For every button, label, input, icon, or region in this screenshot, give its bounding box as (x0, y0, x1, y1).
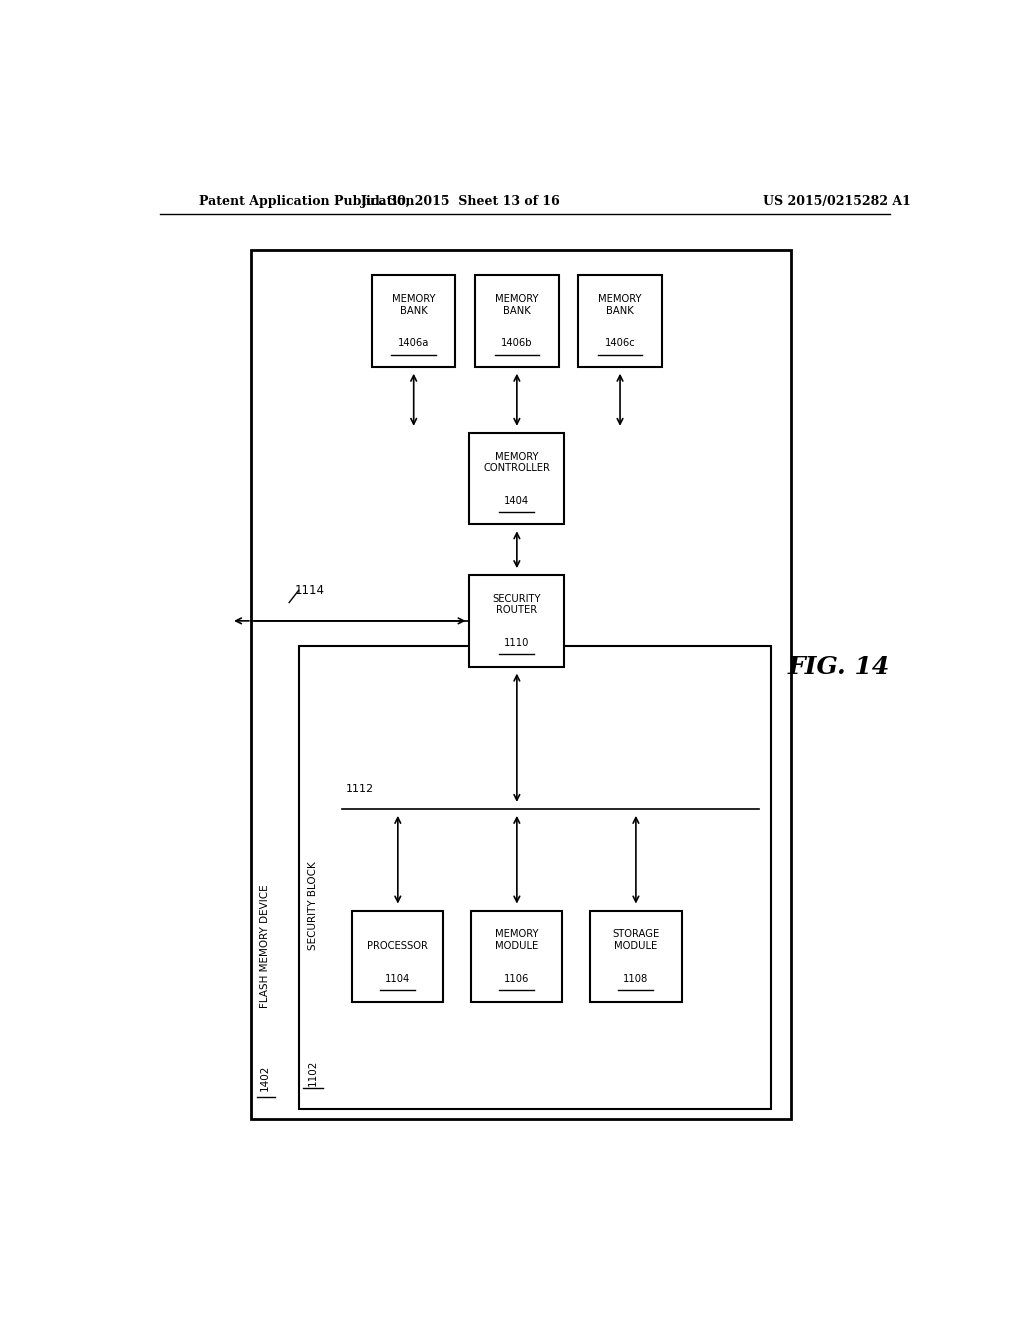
Text: 1406a: 1406a (398, 338, 429, 348)
Text: 1114: 1114 (295, 583, 325, 597)
Text: US 2015/0215282 A1: US 2015/0215282 A1 (763, 194, 910, 207)
Bar (579, 276, 662, 367)
Bar (469, 576, 564, 667)
Text: MEMORY
BANK: MEMORY BANK (496, 294, 539, 315)
Bar (471, 911, 562, 1002)
Text: Jul. 30, 2015  Sheet 13 of 16: Jul. 30, 2015 Sheet 13 of 16 (361, 194, 561, 207)
Bar (469, 433, 564, 524)
Text: 1406c: 1406c (604, 338, 636, 348)
Text: 1112: 1112 (346, 784, 375, 793)
Text: 1108: 1108 (624, 974, 648, 983)
Bar (251, 249, 791, 1119)
Bar (372, 276, 456, 367)
Bar (352, 911, 443, 1002)
Text: MEMORY
MODULE: MEMORY MODULE (496, 929, 539, 950)
Text: 1104: 1104 (385, 974, 411, 983)
Text: 1106: 1106 (504, 974, 529, 983)
Text: SECURITY BLOCK: SECURITY BLOCK (308, 861, 317, 950)
Text: MEMORY
BANK: MEMORY BANK (392, 294, 435, 315)
Text: FIG. 14: FIG. 14 (787, 655, 890, 678)
Text: 1404: 1404 (504, 496, 529, 506)
Text: MEMORY
BANK: MEMORY BANK (598, 294, 642, 315)
Text: 1402: 1402 (260, 1065, 270, 1092)
Text: FLASH MEMORY DEVICE: FLASH MEMORY DEVICE (260, 884, 270, 1008)
Text: 1110: 1110 (504, 639, 529, 648)
Text: Patent Application Publication: Patent Application Publication (200, 194, 415, 207)
Text: PROCESSOR: PROCESSOR (368, 941, 428, 952)
Text: MEMORY
CONTROLLER: MEMORY CONTROLLER (483, 451, 550, 473)
Bar (475, 276, 558, 367)
Bar (590, 911, 682, 1002)
Text: 1102: 1102 (308, 1060, 317, 1086)
Text: 1406b: 1406b (501, 338, 532, 348)
Text: SECURITY
ROUTER: SECURITY ROUTER (493, 594, 541, 615)
Bar (299, 647, 771, 1109)
Text: STORAGE
MODULE: STORAGE MODULE (612, 929, 659, 950)
